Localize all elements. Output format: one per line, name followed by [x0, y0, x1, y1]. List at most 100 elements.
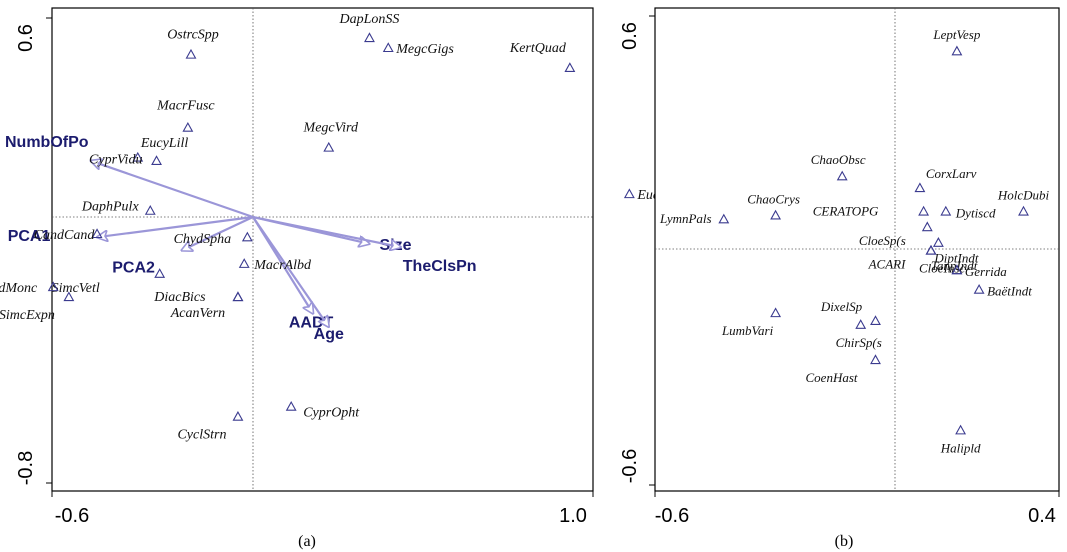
species-marker: [921, 221, 933, 232]
species-marker: [914, 182, 926, 193]
species-label: DaphPulx: [81, 200, 140, 215]
panel-b-frame: [654, 7, 1060, 492]
species-marker: [836, 170, 848, 181]
panel-a-x-tick-label: -0.6: [55, 505, 89, 527]
panel-b-ordination-plot: -0.6 0.4 0.6 -0.6 LeptVesp ChaoObsc CorxLa…: [619, 7, 1060, 527]
species-label: ChirSp(s: [836, 335, 882, 350]
species-point-macrfusc: MacrFusc: [156, 99, 215, 132]
species-point-candcand: CandCand: [34, 228, 103, 243]
species-point-diptindt: DiptIndt: [932, 237, 979, 266]
species-marker: [951, 264, 963, 275]
species-marker: [973, 283, 985, 294]
species-point-kertquad: KertQuad: [509, 41, 576, 72]
species-point-simcexpn: SimcExpn: [0, 291, 75, 323]
species-label: CoenHast: [806, 370, 858, 385]
species-point-ostrcspp: OstrcSpp: [167, 28, 219, 59]
species-point-chaoobsc: ChaoObsc: [811, 152, 866, 181]
species-label: AcanVern: [170, 306, 225, 321]
species-label: TanpIndt: [931, 258, 978, 273]
species-point-cyclstrn: CyclStrn: [177, 410, 244, 443]
panel-a-ordination-plot: -0.6 1.0 0.6 -0.8 NumbOfPoPCA1PCA2SizeTh…: [0, 7, 696, 527]
variable-arrow-age: Age: [252, 216, 344, 343]
species-marker: [63, 291, 75, 302]
species-label: LumbVari: [721, 323, 774, 338]
species-point-daplonss: DapLonSS: [339, 12, 400, 43]
species-point-leptvesp: LeptVesp: [932, 27, 981, 56]
species-marker: [770, 209, 782, 220]
arrow-label: NumbOfPo: [5, 134, 89, 151]
species-label: DiptIndt: [933, 251, 978, 266]
species-label: DapLonSS: [339, 12, 400, 27]
variable-arrow-pca1: PCA1: [8, 215, 254, 245]
species-point-daphpulx: DaphPulx: [81, 200, 156, 215]
panel-a-y-tick-label: -0.8: [15, 451, 37, 485]
species-marker: [364, 32, 375, 43]
arrow-line: [91, 161, 254, 219]
species-point-simcvetl: SimcVetl: [52, 268, 166, 296]
species-marker: [47, 281, 59, 292]
species-point-notdmonc: NotdMonc: [0, 281, 59, 296]
species-point-ba-tindt: BaëtIndt: [973, 283, 1032, 299]
panel-b-y-tick-label: -0.6: [619, 449, 641, 483]
species-point-holcdubi: HolcDubi: [997, 187, 1050, 216]
species-marker: [870, 354, 881, 365]
species-marker: [623, 188, 635, 199]
species-point-acanvern: AcanVern: [170, 291, 244, 321]
species-label: MacrFusc: [156, 99, 215, 114]
panel-b-species-points: LeptVesp ChaoObsc CorxLarv ChaoCrys CERATOPG…: [659, 27, 1050, 455]
species-marker: [285, 400, 297, 411]
species-point-corxlarv: CorxLarv: [914, 166, 977, 193]
arrow-line: [97, 215, 254, 237]
species-label: KertQuad: [509, 41, 567, 56]
species-marker: [151, 155, 162, 165]
species-point-macralbd: MacrAlbd: [238, 258, 312, 273]
species-marker: [870, 315, 881, 326]
panel-a-species-points: OstrcSpp DapLonSS MegcGigs KertQuad MacrFusc…: [0, 12, 696, 443]
panel-b-caption: (b): [835, 533, 854, 550]
species-point-eucylill: EucyLill: [140, 136, 189, 165]
species-label: OstrcSpp: [167, 28, 219, 43]
species-label: CloeSp(s: [859, 233, 906, 248]
species-point-cloesp-s: CloeSp(s: [859, 221, 933, 248]
species-label: CyprOpht: [303, 406, 360, 421]
arrow-label: PCA1: [8, 228, 51, 245]
variable-arrow-theclspn: TheClsPn: [252, 215, 477, 275]
species-marker: [918, 205, 930, 216]
arrow-label: TheClsPn: [403, 258, 477, 275]
species-point-lymnpals: LymnPals: [659, 211, 730, 226]
species-marker: [323, 141, 335, 152]
species-label: CandCand: [34, 228, 96, 243]
panel-a-frame: [51, 7, 594, 492]
species-point-megcgigs: MegcGigs: [382, 42, 454, 57]
species-label: ChydSpha: [174, 232, 232, 247]
species-point-halipld: Halipld: [940, 424, 981, 455]
species-marker: [182, 121, 194, 132]
species-label: ChaoObsc: [811, 152, 866, 167]
species-marker: [718, 213, 730, 224]
panel-b-y-tick-label: 0.6: [619, 22, 641, 50]
species-marker: [932, 237, 944, 247]
species-marker: [951, 45, 963, 56]
species-point-gerrida: Gerrida: [951, 264, 1007, 279]
species-label: DixelSp: [820, 299, 863, 314]
species-point-cypropht: CyprOpht: [285, 400, 360, 421]
panel-a-caption: (a): [298, 533, 316, 550]
species-label: MegcVird: [303, 121, 359, 136]
species-marker: [232, 410, 244, 421]
species-label: MacrAlbd: [253, 258, 312, 273]
species-label: ChaoCrys: [747, 191, 800, 206]
species-point-megcvird: MegcVird: [303, 121, 359, 152]
species-marker: [955, 424, 967, 435]
species-marker: [925, 244, 937, 255]
species-label: BaëtIndt: [987, 284, 1032, 299]
species-label: EucyLill: [140, 136, 189, 151]
arrow-line: [252, 216, 329, 327]
arrow-line: [252, 215, 401, 247]
species-label: Dytiscd: [955, 205, 996, 220]
species-marker: [770, 307, 782, 318]
species-point-chydspha: ChydSpha: [174, 231, 253, 247]
species-marker: [144, 205, 156, 215]
species-point-ceratopg: CERATOPG: [813, 203, 930, 218]
